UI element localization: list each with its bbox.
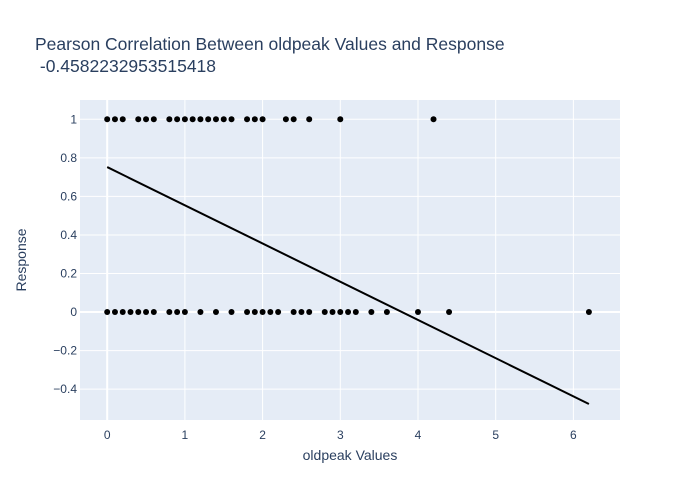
data-point bbox=[174, 309, 181, 316]
x-axis-title: oldpeak Values bbox=[303, 447, 398, 463]
data-point bbox=[212, 309, 219, 316]
x-tick-label: 2 bbox=[259, 428, 266, 442]
data-point bbox=[321, 309, 328, 316]
data-point bbox=[337, 309, 344, 316]
data-point bbox=[329, 309, 336, 316]
y-axis-title: Response bbox=[13, 228, 29, 291]
x-tick-label: 6 bbox=[570, 428, 577, 442]
data-point bbox=[290, 116, 297, 123]
data-point bbox=[166, 309, 173, 316]
data-point bbox=[446, 309, 453, 316]
data-point bbox=[430, 116, 437, 123]
data-point bbox=[306, 309, 313, 316]
x-tick-label: 0 bbox=[104, 428, 111, 442]
data-point bbox=[212, 116, 219, 123]
data-point bbox=[135, 309, 142, 316]
data-point bbox=[150, 309, 157, 316]
data-point bbox=[259, 116, 266, 123]
data-point bbox=[111, 309, 118, 316]
x-tick-label: 4 bbox=[415, 428, 422, 442]
data-point bbox=[143, 116, 150, 123]
data-point bbox=[181, 116, 188, 123]
scatter-points bbox=[104, 116, 592, 316]
data-point bbox=[282, 116, 289, 123]
data-point bbox=[220, 116, 227, 123]
trend-line bbox=[106, 166, 590, 405]
data-point bbox=[228, 309, 235, 316]
data-point bbox=[189, 116, 196, 123]
data-point bbox=[383, 309, 390, 316]
data-point bbox=[197, 309, 204, 316]
y-tick-label: −0.4 bbox=[53, 382, 77, 396]
data-point bbox=[111, 116, 118, 123]
data-point bbox=[205, 116, 212, 123]
data-point bbox=[244, 116, 251, 123]
data-point bbox=[135, 116, 142, 123]
data-point bbox=[244, 309, 251, 316]
data-point bbox=[337, 116, 344, 123]
trend-lines bbox=[106, 166, 590, 405]
data-point bbox=[150, 116, 157, 123]
data-point bbox=[127, 309, 134, 316]
data-point bbox=[104, 309, 111, 316]
x-tick-label: 3 bbox=[337, 428, 344, 442]
gridlines bbox=[80, 100, 620, 420]
data-point bbox=[585, 309, 592, 316]
data-point bbox=[104, 116, 111, 123]
data-point bbox=[119, 116, 126, 123]
data-point bbox=[197, 116, 204, 123]
y-tick-label: 0.8 bbox=[60, 151, 77, 165]
data-point bbox=[181, 309, 188, 316]
data-point bbox=[166, 116, 173, 123]
y-tick-label: 0.6 bbox=[60, 189, 77, 203]
data-point bbox=[352, 309, 359, 316]
data-point bbox=[275, 309, 282, 316]
data-point bbox=[174, 116, 181, 123]
data-point bbox=[306, 116, 313, 123]
data-point bbox=[298, 309, 305, 316]
data-point bbox=[228, 116, 235, 123]
x-tick-label: 5 bbox=[492, 428, 499, 442]
y-tick-label: −0.2 bbox=[53, 344, 77, 358]
data-point bbox=[119, 309, 126, 316]
y-tick-label: 0 bbox=[70, 305, 77, 319]
data-point bbox=[251, 309, 258, 316]
data-point bbox=[259, 309, 266, 316]
chart-subtitle: -0.4582232953515418 bbox=[35, 56, 216, 76]
y-tick-label: 0.4 bbox=[60, 228, 77, 242]
x-axis-ticks: 0 1 2 3 4 5 6 bbox=[104, 428, 577, 442]
data-point bbox=[290, 309, 297, 316]
chart-subtitle-value: -0.4582232953515418 bbox=[40, 56, 216, 76]
data-point bbox=[368, 309, 375, 316]
data-point bbox=[414, 309, 421, 316]
y-axis-ticks: −0.4 −0.2 0 0.2 0.4 0.6 0.8 1 bbox=[53, 112, 77, 396]
data-point bbox=[267, 309, 274, 316]
plot-area bbox=[80, 100, 620, 420]
x-tick-label: 1 bbox=[182, 428, 189, 442]
data-point bbox=[345, 309, 352, 316]
y-tick-label: 1 bbox=[70, 112, 77, 126]
chart-title: Pearson Correlation Between oldpeak Valu… bbox=[35, 34, 505, 54]
y-tick-label: 0.2 bbox=[60, 266, 77, 280]
data-point bbox=[251, 116, 258, 123]
data-point bbox=[143, 309, 150, 316]
